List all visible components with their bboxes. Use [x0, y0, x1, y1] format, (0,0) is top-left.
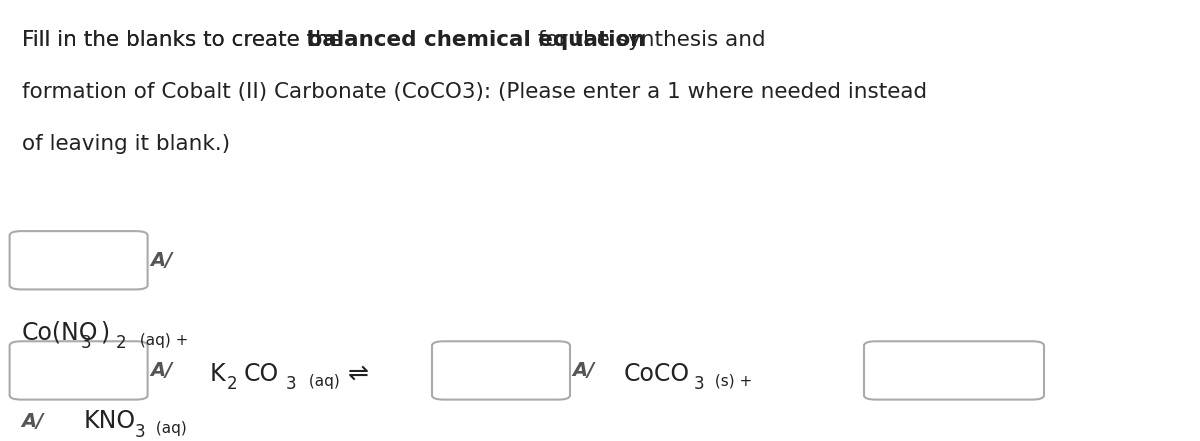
Text: formation of Cobalt (II) Carbonate (CoCO3): (Please enter a 1 where needed inste: formation of Cobalt (II) Carbonate (CoCO… — [22, 82, 926, 102]
Text: 2: 2 — [115, 334, 126, 352]
Text: Co(NO: Co(NO — [22, 321, 98, 344]
Text: (aq) +: (aq) + — [134, 333, 188, 348]
Text: KNO: KNO — [84, 409, 136, 433]
Text: for the synthesis and: for the synthesis and — [532, 30, 766, 50]
Text: A/: A/ — [572, 361, 595, 380]
Text: of leaving it blank.): of leaving it blank.) — [22, 134, 229, 154]
FancyBboxPatch shape — [864, 341, 1044, 400]
FancyBboxPatch shape — [432, 341, 570, 400]
FancyBboxPatch shape — [10, 341, 148, 400]
Text: (s) +: (s) + — [710, 374, 752, 389]
Text: 3: 3 — [694, 375, 704, 393]
Text: 2: 2 — [227, 375, 238, 393]
Text: 3: 3 — [286, 375, 296, 393]
Text: ): ) — [101, 321, 109, 344]
Text: (aq): (aq) — [304, 374, 340, 389]
Text: Fill in the blanks to create the: Fill in the blanks to create the — [22, 30, 348, 50]
Text: ⇌: ⇌ — [348, 362, 370, 386]
Text: K: K — [210, 362, 226, 386]
FancyBboxPatch shape — [10, 231, 148, 289]
Text: (aq): (aq) — [151, 422, 187, 437]
Text: 3: 3 — [134, 423, 145, 441]
Text: CO: CO — [244, 362, 278, 386]
Text: CoCO: CoCO — [624, 362, 690, 386]
Text: A/: A/ — [150, 251, 173, 270]
Text: Fill in the blanks to create the: Fill in the blanks to create the — [22, 30, 348, 50]
Text: A/: A/ — [150, 361, 173, 380]
Text: 3: 3 — [82, 334, 91, 352]
Text: balanced chemical equation: balanced chemical equation — [307, 30, 646, 50]
Text: A/: A/ — [22, 412, 44, 431]
